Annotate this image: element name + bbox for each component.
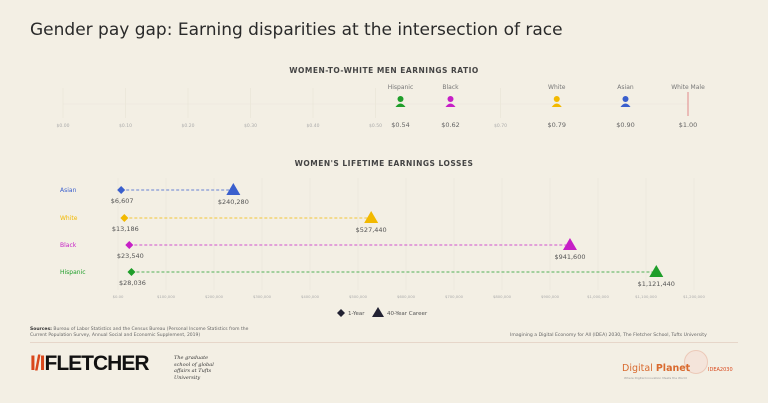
point-value-label: $0.79	[547, 121, 566, 129]
tick-label: $300,000	[253, 294, 272, 299]
woman-icon-head	[553, 96, 560, 102]
legend-label: 40-Year Career	[387, 311, 428, 317]
woman-icon-head	[447, 96, 454, 102]
marker-40-year	[649, 265, 664, 277]
point-category-label: Asian	[617, 84, 634, 91]
sources-label: Sources:	[30, 327, 52, 332]
globe-icon	[684, 350, 708, 374]
digital-planet-subtitle: Where Digital Innovation Meets the World	[624, 376, 687, 380]
category-label: Asian	[60, 187, 77, 194]
woman-icon-head	[397, 96, 404, 102]
tick-label: $0.00	[57, 123, 70, 129]
value-label-40-year: $527,440	[356, 226, 387, 234]
idea-logo: IDEA2030	[708, 367, 733, 373]
tick-label: $500,000	[349, 294, 368, 299]
legend-diamond-icon	[337, 309, 345, 317]
tick-label: $0.30	[244, 123, 257, 129]
value-label-1-year: $28,036	[119, 279, 146, 287]
tick-label: $100,000	[157, 294, 176, 299]
value-label-40-year: $240,280	[218, 198, 249, 206]
marker-1-year	[127, 268, 136, 276]
tick-label: $700,000	[445, 294, 464, 299]
digital-planet-logo: Digital Planet	[622, 363, 691, 374]
value-label-1-year: $23,540	[117, 252, 144, 260]
marker-40-year	[364, 211, 379, 223]
value-label-1-year: $6,607	[111, 197, 134, 205]
reference-label: White Male	[671, 84, 705, 91]
tick-label: $0.50	[369, 123, 382, 129]
tick-label: $0.10	[119, 123, 132, 129]
marker-40-year	[562, 238, 577, 250]
woman-icon-head	[622, 96, 629, 102]
category-label: White	[60, 215, 78, 222]
woman-icon-body	[395, 103, 406, 107]
tick-label: $400,000	[301, 294, 320, 299]
tick-label: $1,200,000	[683, 294, 705, 299]
point-category-label: Black	[442, 84, 459, 91]
divider	[30, 342, 738, 343]
point-value-label: $0.62	[441, 121, 460, 129]
tick-label: $1,000,000	[587, 294, 609, 299]
fletcher-tagline: The graduate school of global affairs at…	[174, 355, 214, 381]
reference-value-label: $1.00	[679, 121, 698, 129]
woman-icon-body	[620, 103, 631, 107]
fletcher-logo: I/IFLETCHER	[30, 352, 150, 375]
point-value-label: $0.54	[391, 121, 410, 129]
sources: Sources: Bureau of Labor Statistics and …	[30, 327, 250, 339]
value-label-1-year: $13,186	[112, 225, 139, 233]
point-category-label: White	[548, 84, 566, 91]
marker-1-year	[117, 186, 126, 194]
marker-40-year	[226, 183, 241, 195]
point-value-label: $0.90	[616, 121, 635, 129]
page-title: Gender pay gap: Earning disparities at t…	[30, 20, 563, 40]
credit: Imagining a Digital Economy for All (IDE…	[510, 333, 707, 338]
chart2-title: WOMEN'S LIFETIME EARNINGS LOSSES	[295, 159, 474, 168]
value-label-40-year: $941,600	[554, 253, 585, 261]
category-label: Black	[60, 242, 77, 249]
marker-1-year	[120, 214, 129, 222]
sources-text: Bureau of Labor Statistics and the Censu…	[30, 327, 249, 338]
tick-label: $0.00	[113, 294, 124, 299]
legend-label: 1-Year	[348, 311, 365, 317]
chart1-title: WOMEN-TO-WHITE MEN EARNINGS RATIO	[289, 66, 479, 75]
tick-label: $1,100,000	[635, 294, 657, 299]
legend-triangle-icon	[372, 307, 384, 317]
value-label-40-year: $1,121,440	[638, 280, 675, 288]
tick-label: $200,000	[205, 294, 224, 299]
point-category-label: Hispanic	[388, 84, 414, 91]
tick-label: $900,000	[541, 294, 560, 299]
woman-icon-body	[551, 103, 562, 107]
tick-label: $800,000	[493, 294, 512, 299]
tick-label: $0.70	[494, 123, 507, 129]
tick-label: $600,000	[397, 294, 416, 299]
marker-1-year	[125, 241, 134, 249]
category-label: Hispanic	[60, 269, 86, 276]
tick-label: $0.20	[182, 123, 195, 129]
tick-label: $0.40	[307, 123, 320, 129]
woman-icon-body	[445, 103, 456, 107]
